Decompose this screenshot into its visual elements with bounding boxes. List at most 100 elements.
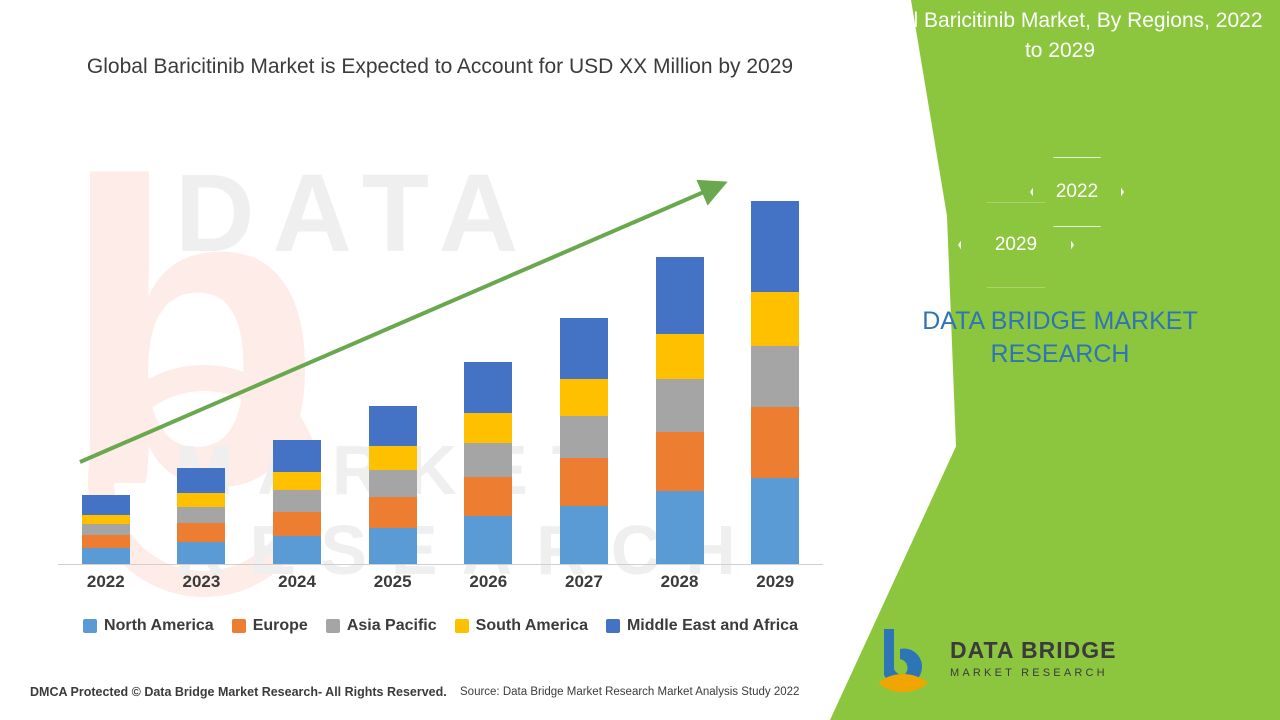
bar-segment: [177, 493, 226, 508]
bar-segment: [464, 442, 513, 478]
legend-item[interactable]: Europe: [231, 617, 308, 635]
bar-segment: [751, 201, 800, 292]
logo-line1: DATA BRIDGE: [950, 637, 1117, 663]
bar-segment: [177, 507, 226, 523]
legend-swatch-icon: [83, 619, 98, 633]
bar-segment: [559, 317, 608, 380]
legend-swatch-icon: [454, 619, 469, 633]
bar-segment: [177, 467, 226, 494]
bar-segment: [751, 291, 800, 346]
page-title: Global Baricitinib Market is Expected to…: [86, 55, 794, 78]
stacked-bar: [751, 201, 800, 564]
bar-segment: [81, 548, 130, 564]
x-axis-label: 2022: [86, 572, 125, 591]
hex-badge-2022: 2022: [1030, 157, 1124, 227]
bar-segment: [177, 522, 226, 542]
legend-item[interactable]: Asia Pacific: [325, 617, 437, 635]
legend-swatch-icon: [231, 619, 246, 633]
bar-segment: [368, 527, 417, 564]
legend-swatch-icon: [605, 619, 620, 633]
stacked-bar: [81, 494, 130, 564]
x-axis-label: 2025: [373, 572, 412, 591]
bar-segment: [177, 541, 226, 564]
bar-column: [345, 150, 441, 564]
stacked-bar: [273, 439, 322, 564]
stacked-bar: [464, 361, 513, 564]
bar-column: [632, 150, 728, 564]
x-axis-label: 2029: [756, 572, 795, 591]
x-axis-label: 2023: [182, 572, 221, 591]
bar-segment: [655, 491, 704, 564]
x-axis-label: 2027: [565, 572, 603, 591]
bar-segment: [273, 511, 322, 537]
bar-segment: [368, 469, 417, 497]
bar-group: [58, 150, 823, 564]
bar-segment: [81, 494, 130, 515]
stacked-bar: [655, 257, 704, 564]
hex-badge-2029: 2029: [958, 202, 1074, 288]
legend-label: Asia Pacific: [346, 617, 437, 634]
bar-segment: [464, 361, 513, 413]
logo-text: DATA BRIDGE MARKET RESEARCH: [950, 637, 1116, 679]
company-logo: DATA BRIDGE MARKET RESEARCH: [850, 625, 1270, 705]
brand-name: DATA BRIDGE MARKET RESEARCH: [922, 307, 1198, 368]
bar-segment: [559, 415, 608, 458]
legend-swatch-icon: [325, 619, 340, 633]
legend-item[interactable]: Middle East and Africa: [605, 617, 798, 635]
legend-label: North America: [104, 617, 214, 634]
legend-item[interactable]: South America: [454, 617, 588, 635]
legend-label: South America: [475, 617, 588, 634]
bar-segment: [81, 514, 130, 524]
hex-badge-2022-label: 2022: [1055, 181, 1099, 202]
bar-column: [441, 150, 537, 564]
bar-column: [249, 150, 345, 564]
bar-segment: [464, 412, 513, 443]
chart-legend: North America Europe Asia Pacific South Ame…: [58, 617, 823, 635]
bar-segment: [368, 406, 417, 447]
bar-segment: [464, 516, 513, 564]
stacked-bar: [177, 467, 226, 564]
bar-segment: [464, 477, 513, 517]
hex-badge-2029-label: 2029: [994, 234, 1038, 255]
bar-segment: [368, 446, 417, 470]
bar-segment: [751, 407, 800, 479]
panel-title: Global Baricitinib Market, By Regions, 2…: [857, 9, 1263, 63]
bar-segment: [655, 333, 704, 380]
x-axis-label: 2026: [469, 572, 508, 591]
logo-line2: MARKET RESEARCH: [950, 667, 1108, 679]
bar-segment: [751, 478, 800, 564]
dbmr-logo-icon: [878, 629, 928, 692]
bar-segment: [81, 523, 130, 536]
bar-segment: [751, 345, 800, 408]
x-axis-label: 2024: [278, 572, 316, 591]
bar-segment: [655, 431, 704, 492]
bar-segment: [81, 535, 130, 549]
legend-label: Europe: [252, 617, 308, 634]
bar-segment: [559, 379, 608, 416]
bar-segment: [273, 490, 322, 512]
x-axis-label: 2028: [660, 572, 699, 591]
x-axis-labels: 2022 2023 2024 2025 2026 2027 2028 2029: [58, 572, 823, 592]
x-axis-line: [58, 564, 823, 565]
bar-segment: [273, 471, 322, 491]
stacked-bar: [559, 317, 608, 564]
bar-segment: [559, 457, 608, 507]
bar-segment: [559, 506, 608, 564]
bar-segment: [368, 496, 417, 528]
bar-segment: [273, 439, 322, 472]
stacked-bar-chart: [58, 150, 823, 565]
bar-segment: [655, 379, 704, 432]
legend-item[interactable]: North America: [83, 617, 214, 635]
bar-column: [727, 150, 823, 564]
footer-source: Source: Data Bridge Market Research Mark…: [460, 686, 800, 698]
bar-column: [58, 150, 154, 564]
bar-segment: [273, 536, 322, 564]
bar-column: [536, 150, 632, 564]
bar-column: [154, 150, 250, 564]
footer-copyright: DMCA Protected © Data Bridge Market Rese…: [30, 685, 447, 699]
stacked-bar: [368, 406, 417, 564]
bar-segment: [655, 257, 704, 334]
legend-label: Middle East and Africa: [626, 617, 798, 634]
right-green-panel: Global Baricitinib Market, By Regions, 2…: [830, 0, 1280, 720]
